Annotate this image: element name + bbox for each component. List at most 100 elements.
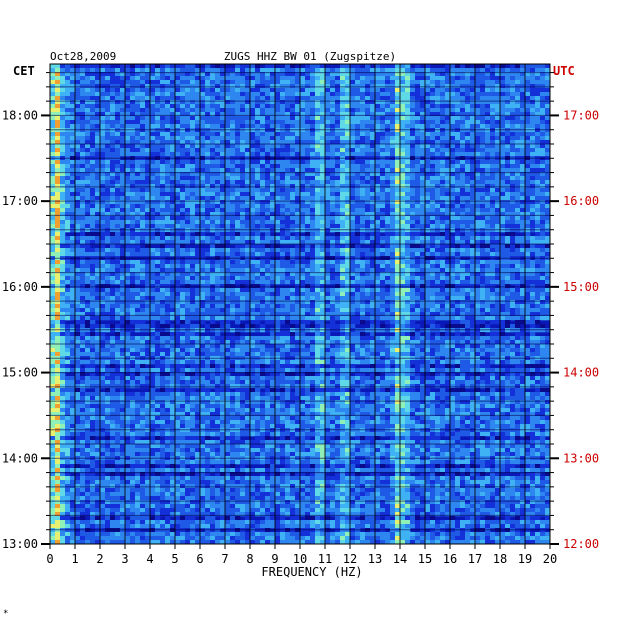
heatmap-cell [65,240,71,245]
heatmap-cell [145,88,151,93]
heatmap-cell [475,164,481,169]
heatmap-cell [405,240,411,245]
heatmap-cell [440,180,446,185]
heatmap-cell [540,64,546,69]
heatmap-cell [145,204,151,209]
heatmap-cell [315,88,321,93]
heatmap-cell [215,260,221,265]
heatmap-cell [505,144,511,149]
heatmap-cell [160,220,166,225]
heatmap-cell [60,196,66,201]
heatmap-cell [85,168,91,173]
heatmap-cell [335,184,341,189]
heatmap-cell [280,160,286,165]
heatmap-cell [425,252,431,257]
heatmap-cell [140,160,146,165]
heatmap-cell [120,96,126,101]
heatmap-cell [400,264,406,269]
heatmap-cell [160,152,166,157]
heatmap-cell [135,184,141,189]
heatmap-cell [115,260,121,265]
heatmap-cell [535,108,541,113]
heatmap-cell [300,204,306,209]
heatmap-cell [280,152,286,157]
heatmap-cell [255,100,261,105]
heatmap-cell [235,64,241,69]
heatmap-cell [200,240,206,245]
heatmap-cell [470,184,476,189]
heatmap-cell [135,88,141,93]
heatmap-cell [500,248,506,253]
heatmap-cell [365,188,371,193]
heatmap-cell [325,224,331,229]
heatmap-cell [445,108,451,113]
heatmap-cell [100,208,106,213]
heatmap-cell [325,180,331,185]
heatmap-cell [515,100,521,105]
heatmap-cell [285,180,291,185]
heatmap-cell [540,172,546,177]
heatmap-cell [350,212,356,217]
heatmap-cell [365,152,371,157]
heatmap-cell [305,104,311,109]
heatmap-cell [380,116,386,121]
heatmap-cell [420,72,426,77]
heatmap-cell [415,216,421,221]
heatmap-cell [60,132,66,137]
heatmap-cell [515,112,521,117]
heatmap-cell [165,140,171,145]
heatmap-cell [410,236,416,241]
heatmap-cell [515,148,521,153]
heatmap-cell [225,252,231,257]
heatmap-cell [450,140,456,145]
heatmap-cell [270,240,276,245]
heatmap-cell [85,252,91,257]
heatmap-cell [160,200,166,205]
heatmap-cell [150,164,156,169]
heatmap-cell [490,212,496,217]
heatmap-cell [315,204,321,209]
heatmap-cell [445,132,451,137]
heatmap-cell [360,140,366,145]
heatmap-cell [195,200,201,205]
heatmap-cell [545,212,551,217]
heatmap-cell [255,168,261,173]
heatmap-cell [230,192,236,197]
heatmap-cell [450,252,456,257]
heatmap-cell [520,152,526,157]
heatmap-cell [510,180,516,185]
heatmap-cell [50,220,56,225]
heatmap-cell [95,208,101,213]
heatmap-cell [455,216,461,221]
heatmap-cell [525,144,531,149]
heatmap-cell [195,140,201,145]
heatmap-cell [280,200,286,205]
heatmap-cell [175,172,181,177]
heatmap-cell [210,200,216,205]
heatmap-cell [50,76,56,81]
heatmap-cell [535,260,541,265]
heatmap-cell [235,76,241,81]
heatmap-cell [260,148,266,153]
heatmap-cell [535,124,541,129]
heatmap-cell [90,212,96,217]
heatmap-cell [425,240,431,245]
heatmap-cell [275,120,281,125]
heatmap-cell [390,132,396,137]
heatmap-cell [240,148,246,153]
heatmap-cell [110,244,116,249]
heatmap-cell [215,176,221,181]
heatmap-cell [145,220,151,225]
heatmap-cell [500,136,506,141]
heatmap-cell [440,204,446,209]
heatmap-cell [515,132,521,137]
heatmap-cell [490,80,496,85]
heatmap-cell [405,184,411,189]
heatmap-cell [345,88,351,93]
heatmap-cell [315,248,321,253]
heatmap-cell [535,120,541,125]
heatmap-cell [90,220,96,225]
heatmap-cell [290,216,296,221]
heatmap-cell [400,104,406,109]
heatmap-cell [505,140,511,145]
